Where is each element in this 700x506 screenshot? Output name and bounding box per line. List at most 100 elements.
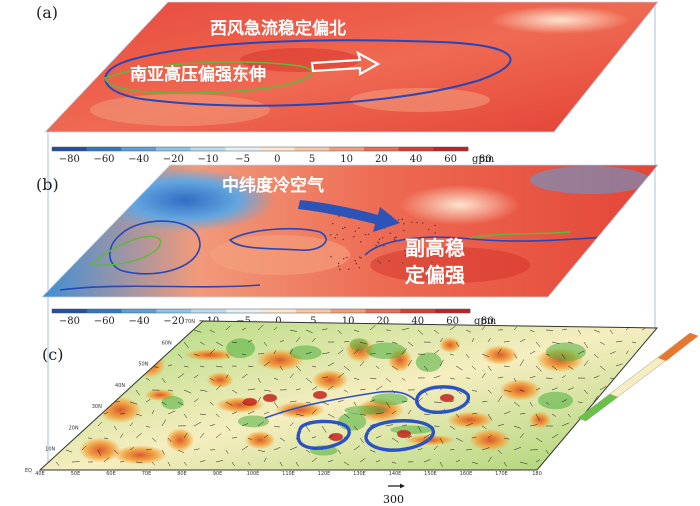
wind-vector [65,401,71,404]
wind-vector [599,385,607,391]
wind-vector [225,374,229,379]
wind-vector [81,351,87,355]
colorbar-b-swatch [191,309,227,313]
wind-vector [359,437,364,444]
wind-vector [353,329,360,332]
wind-vector [503,365,510,368]
wind-vector [241,353,247,356]
colorbar-b-tick: 40 [411,316,424,327]
wind-vector [55,461,60,466]
anomaly-blob-green [415,352,442,373]
wind-vector [375,385,383,391]
circulation-stream [264,390,416,419]
wind-vector [535,365,542,372]
wind-vector [167,437,172,443]
wind-vector [535,437,543,443]
station-dot [411,249,414,252]
wind-vector [583,437,587,442]
anomaly-blob-green [538,391,574,410]
wind-vector [337,329,342,335]
wind-vector [103,456,110,463]
lon-tick: 90E [213,471,223,477]
anomaly-blob [206,372,234,388]
wind-vector [279,437,285,442]
wind-vector [193,398,199,403]
wind-vector [615,461,621,468]
wind-vector [471,413,478,415]
lon-tick: 110E [282,471,295,477]
lon-tick: 50E [71,471,81,477]
wind-vector [199,341,205,345]
colorbar-b-swatch [156,309,192,313]
wind-vector [343,341,350,343]
wind-vector [529,424,538,427]
colorbar-a-swatch [190,147,226,151]
wind-vector [471,338,475,343]
wind-vector [401,348,407,355]
wind-vector [599,432,604,439]
wind-vector [183,389,192,394]
wind-vector [423,365,428,371]
wind-vector [295,413,304,417]
wind-vector [151,410,155,415]
wind-vector [231,461,235,467]
station-dot [388,259,390,262]
lon-tick: 100E [247,471,260,477]
wind-vector [353,401,357,406]
wind-vector [81,445,87,451]
colorbar-a-swatch [52,147,87,151]
wind-vector [241,423,249,427]
wind-vector [71,341,76,345]
wind-vector [193,448,200,451]
wind-vector [305,352,312,355]
wind-vector [535,459,541,463]
wind-vector [567,437,573,441]
wind-vector [513,446,522,451]
station-dot [341,227,344,230]
colorbar-b-swatch [261,309,297,313]
wind-vector [625,424,632,427]
wind-vector [257,324,264,331]
wind-vector [97,449,102,456]
colorbar-a-tick: 80 [479,154,492,165]
wind-vector [183,341,189,348]
anomaly-core [263,394,277,402]
station-dot [347,268,350,271]
wind-vector [305,425,311,432]
anomaly-blob-green [371,393,408,406]
wind-vector [439,461,443,467]
wind-vector [49,424,57,427]
wind-vector [49,373,56,379]
wind-vector [497,348,502,355]
station-dot [421,222,424,224]
station-dot [390,240,393,243]
station-dot [381,237,384,239]
wind-vector [231,389,238,394]
wind-vector [433,349,440,355]
wind-vector [289,422,294,427]
colorbar-b-swatch [52,309,88,313]
wind-vector [129,328,136,331]
anomaly-blob [274,401,326,419]
station-dot [367,233,370,236]
circulation-loop-3 [415,385,471,414]
wind-vector [353,425,358,431]
wind-vector [583,389,589,395]
wind-vector [561,328,567,331]
wind-vector [225,449,229,454]
wind-vector [487,337,491,343]
lon-tick: 120E [318,471,331,477]
colorbar-a-tick: −80 [59,154,80,165]
wind-vector [193,374,199,379]
wind-vector [551,461,556,466]
wind-vector [529,375,536,379]
colorbar-a-swatch [225,147,261,151]
wind-vector [145,326,154,331]
wind-vector [423,433,431,439]
wind-vector [567,413,571,418]
wind-vector [327,459,334,463]
wind-vector [305,401,311,404]
station-dot [431,261,433,264]
